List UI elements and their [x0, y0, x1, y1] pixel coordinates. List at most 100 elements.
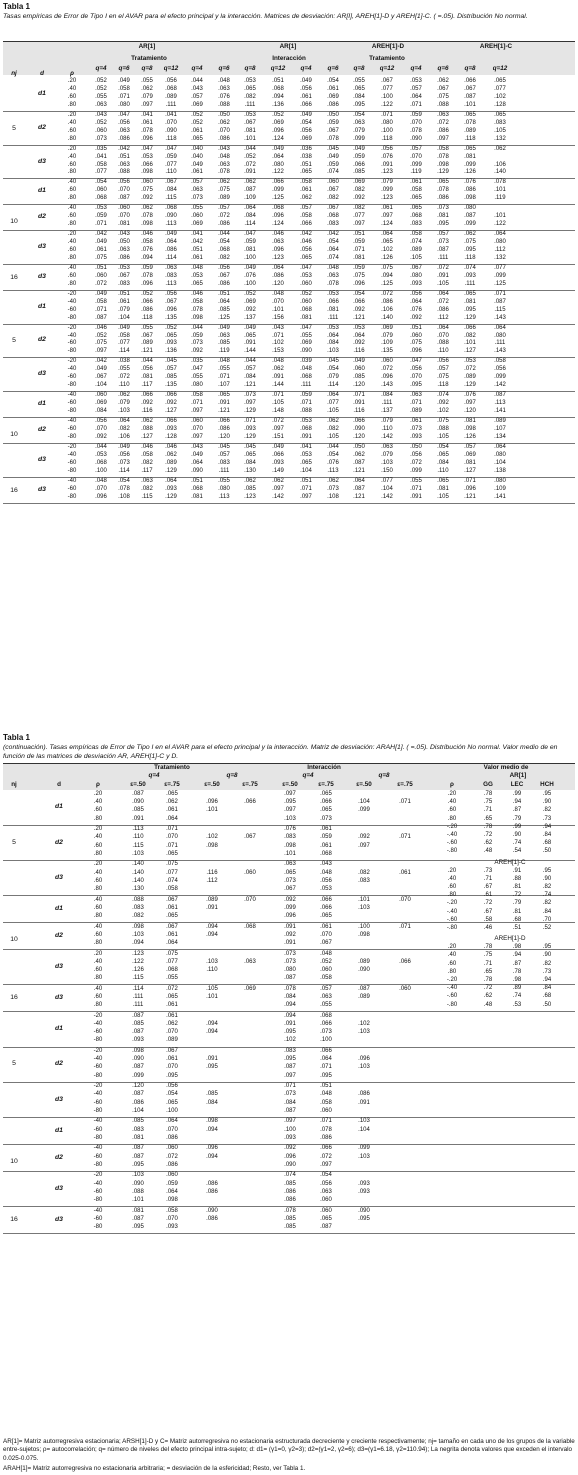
- table1-cell: .090: [300, 348, 312, 355]
- table1-cell: .043: [191, 443, 203, 450]
- table1-cell: .092: [353, 306, 365, 313]
- table1-cell: -20: [67, 358, 77, 365]
- table2-d-label: d3: [55, 1215, 63, 1223]
- table2-cell: .80: [93, 886, 103, 892]
- table1-cell: .060: [381, 358, 393, 365]
- table2-cell: .090: [206, 1207, 218, 1214]
- table1-cell: .091: [353, 400, 365, 407]
- table2-cell: .086: [206, 1180, 218, 1187]
- table1-cell: -60: [67, 340, 77, 347]
- table2-cell: .085: [132, 807, 144, 814]
- table2-cell: .089: [358, 958, 370, 965]
- table1-cell: .060: [300, 298, 312, 305]
- table1-cell: .068: [95, 195, 107, 202]
- table1-cell: -80: [67, 467, 77, 474]
- table2-cell: .40: [93, 896, 103, 903]
- table1-cell: .073: [327, 485, 339, 492]
- table2-side-cell: .71: [483, 807, 493, 814]
- table2-group-header: Tratamiento: [154, 764, 190, 771]
- table1-cell: .066: [353, 418, 365, 424]
- table2-side-cell: .99: [512, 791, 522, 797]
- table1-cell: .100: [381, 93, 393, 100]
- table1-cell: .080: [118, 101, 130, 108]
- table1-cell: .127: [464, 348, 476, 355]
- table1-cell: .097: [191, 408, 203, 415]
- table2-cell: .073: [284, 877, 296, 884]
- table1-cell: .045: [218, 443, 230, 450]
- table2-side-cell: .78: [483, 823, 493, 830]
- table2-cell: .065: [166, 1099, 178, 1106]
- table2-cell: .115: [132, 975, 144, 982]
- table2-cell: .20: [93, 950, 103, 957]
- table1-cell: .60: [67, 272, 77, 279]
- table1-d-label: d3: [38, 485, 46, 493]
- row-separator: [3, 949, 575, 951]
- row-separator: [3, 41, 575, 42]
- table2-side-cell: .61: [483, 892, 493, 899]
- table1-cell: .101: [464, 340, 476, 347]
- table1-cell: .048: [218, 78, 230, 84]
- table2-d-label: d3: [55, 994, 63, 1002]
- table2-side-cell: .65: [483, 968, 493, 975]
- table1-cell: .075: [353, 272, 365, 279]
- table2-cell: .099: [132, 1072, 144, 1079]
- table2-cell: .097: [358, 842, 370, 849]
- table1-cell: .40: [67, 239, 77, 246]
- table1-cell: .053: [353, 324, 365, 331]
- table1-cell: .049: [118, 443, 130, 450]
- table1-cell: .061: [300, 93, 312, 100]
- table1-cell: .065: [464, 290, 476, 297]
- table2-q-header: q=4: [302, 772, 314, 779]
- table2-cell: .066: [244, 799, 256, 806]
- table1-cell: .141: [494, 493, 506, 500]
- table2-d-label: d2: [55, 1153, 63, 1161]
- table2-d-label: d2: [55, 931, 63, 939]
- table1-cell: .140: [494, 169, 506, 176]
- table1-cell: .070: [410, 119, 422, 126]
- table1-cell: .064: [494, 324, 506, 331]
- table1-cell: .058: [410, 231, 422, 238]
- table1-cell: .119: [218, 348, 230, 355]
- table2-side-cell: -.80: [446, 1001, 458, 1008]
- table1-cell: .051: [191, 247, 203, 253]
- table1-cell: .098: [141, 221, 153, 228]
- table2-cell: .112: [206, 877, 218, 884]
- table1-cell: .127: [141, 433, 153, 440]
- table1-cell: -60: [67, 306, 77, 313]
- table1-cell: .056: [410, 290, 422, 297]
- table2-side-cell: -.20: [446, 977, 458, 983]
- table1-group-header: AREH[1]-D: [371, 43, 405, 50]
- table2-cell: .099: [284, 904, 296, 911]
- table1-cell: .122: [494, 221, 506, 228]
- table1-cell: .091: [410, 493, 422, 500]
- table2-cell: .070: [166, 834, 178, 841]
- table2-cell: .090: [132, 1056, 144, 1063]
- table1-cell: .111: [244, 101, 256, 108]
- table1-cell: .113: [327, 467, 339, 474]
- table1-cell: .057: [191, 93, 203, 100]
- table1-cell: .066: [300, 101, 312, 108]
- table1-cell: .063: [191, 187, 203, 194]
- table1-cell: .078: [410, 127, 422, 134]
- table2-cell: -80: [93, 1224, 103, 1230]
- table1-cell: .067: [327, 187, 339, 194]
- table2-cell: .065: [320, 1215, 332, 1222]
- table2-cell: .085: [284, 1180, 296, 1187]
- table1-header-band: [3, 41, 575, 75]
- table2-cell: .072: [320, 1153, 332, 1160]
- table1-column-header: q=12: [163, 65, 179, 72]
- table1-cell: .119: [494, 195, 506, 202]
- table1-cell: .086: [327, 101, 339, 108]
- table2-cell: .103: [358, 1029, 370, 1036]
- table1-cell: .053: [300, 451, 312, 458]
- table1-cell: .062: [218, 119, 230, 126]
- table1-cell: .043: [118, 231, 130, 238]
- table2-cell: .60: [93, 877, 103, 884]
- table1-cell: .063: [218, 85, 230, 92]
- table1-cell: .049: [191, 451, 203, 458]
- table2-cell: .067: [166, 923, 178, 930]
- table2-cell: .073: [320, 815, 332, 822]
- table1-cell: .064: [381, 231, 393, 238]
- table2-cell: .048: [320, 869, 332, 876]
- table2-cell: .098: [132, 1048, 144, 1054]
